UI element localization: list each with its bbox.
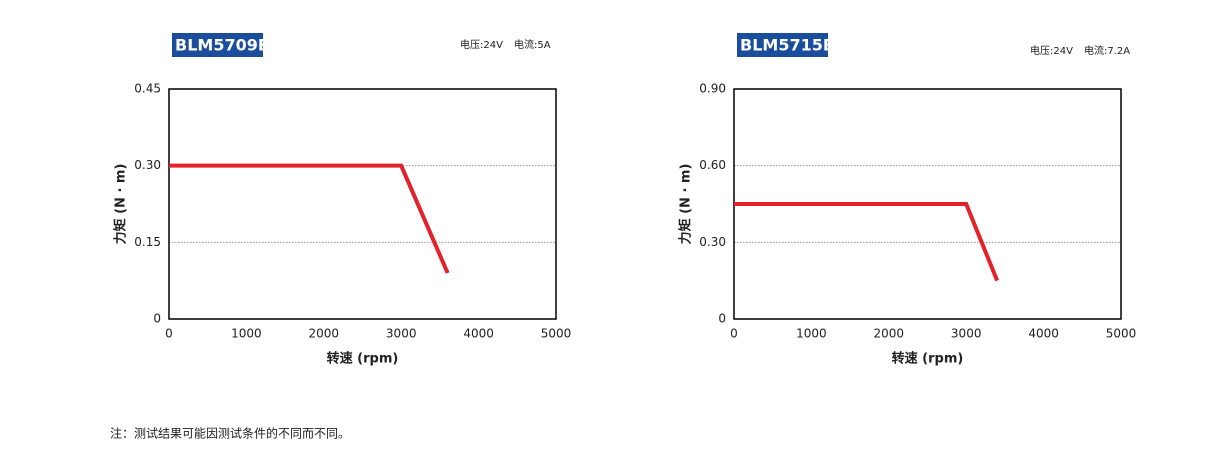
chart-title: BLM5715B: [740, 36, 835, 55]
y-axis-label: 力矩 (N · m): [678, 164, 694, 245]
y-tick-label: 0.90: [699, 82, 726, 96]
data-line: [734, 202, 1000, 282]
x-tick-label: 4000: [463, 327, 494, 341]
x-tick-label: 0: [165, 327, 173, 341]
y-tick-label: 0.45: [134, 82, 161, 96]
y-tick-label: 0.30: [699, 235, 726, 249]
x-tick-label: 2000: [874, 327, 905, 341]
annotation: 电流:5A: [514, 38, 551, 51]
x-tick-label: 5000: [1106, 327, 1137, 341]
annotation: 电压:24V: [1030, 44, 1073, 57]
y-axis-label: 力矩 (N · m): [113, 164, 129, 245]
title-box: [737, 33, 828, 57]
x-tick-label: 4000: [1028, 327, 1059, 341]
x-tick-label: 2000: [309, 327, 340, 341]
x-tick-label: 1000: [231, 327, 262, 341]
title-box: [172, 33, 263, 57]
annotation: 电压:24V: [460, 38, 503, 51]
x-axis-label: 转速 (rpm): [892, 351, 964, 367]
x-tick-label: 1000: [796, 327, 827, 341]
x-tick-label: 5000: [541, 327, 572, 341]
y-tick-label: 0: [718, 312, 726, 326]
y-tick-label: 0.15: [134, 235, 161, 249]
data-line: [169, 163, 450, 274]
footnote: 注：测试结果可能因测试条件的不同而不同。: [110, 426, 350, 441]
y-tick-label: 0: [153, 312, 161, 326]
plot-frame: [168, 88, 557, 320]
y-tick-label: 0.30: [134, 158, 161, 172]
chart-title: BLM5709B: [175, 36, 270, 55]
x-axis-label: 转速 (rpm): [327, 351, 399, 367]
y-tick-label: 0.60: [699, 158, 726, 172]
annotation: 电流:7.2A: [1084, 44, 1130, 57]
x-tick-label: 0: [730, 327, 738, 341]
x-tick-label: 3000: [951, 327, 982, 341]
x-tick-label: 3000: [386, 327, 417, 341]
